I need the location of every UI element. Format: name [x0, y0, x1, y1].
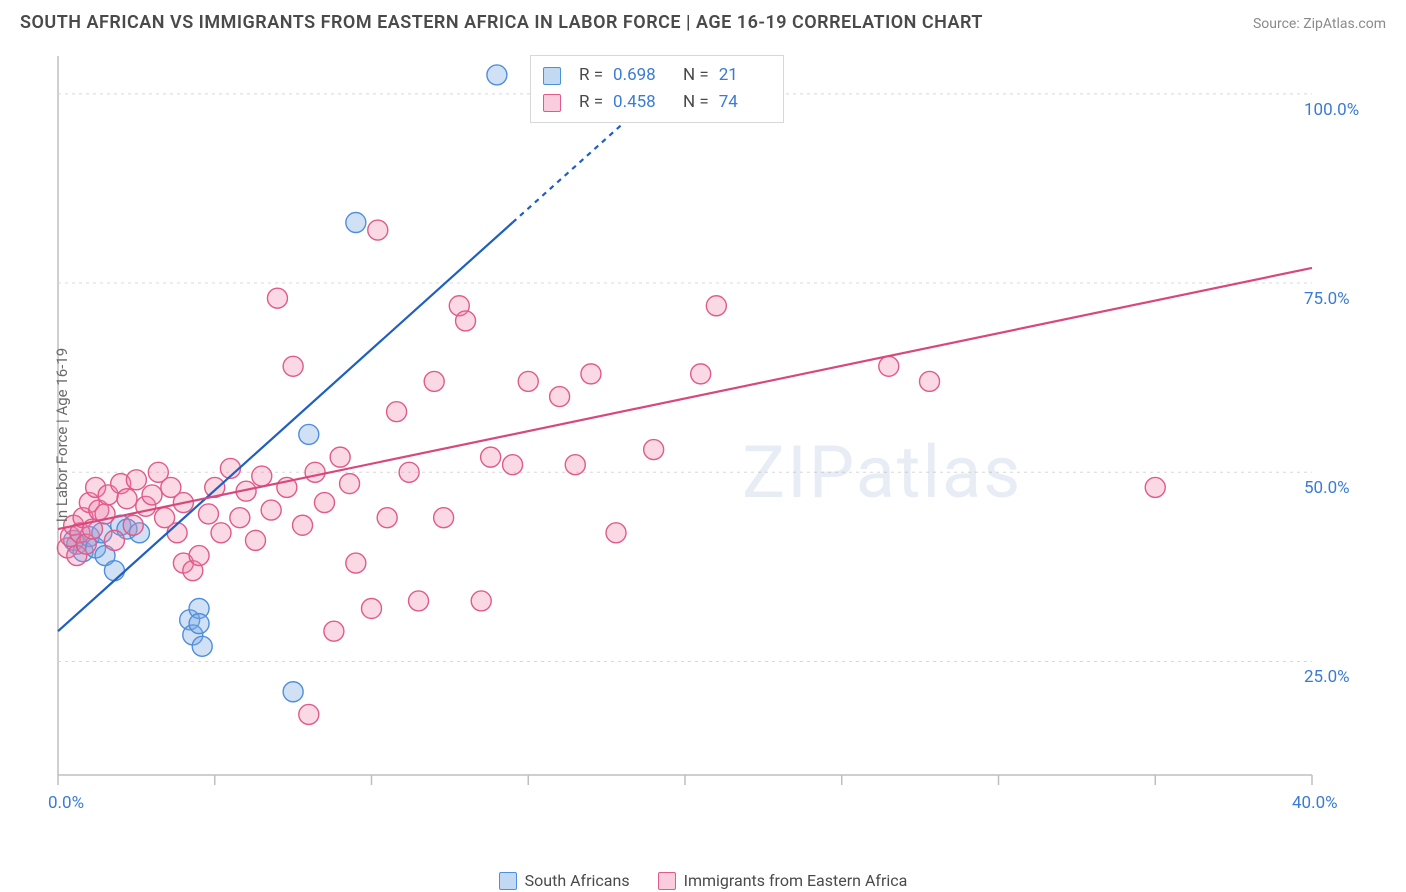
- source-credit: Source: ZipAtlas.com: [1253, 16, 1386, 32]
- x-axis-min-label: 0.0%: [48, 793, 84, 813]
- chart-title: SOUTH AFRICAN VS IMMIGRANTS FROM EASTERN…: [20, 12, 983, 33]
- n-value-eastern-africa: 74: [719, 89, 771, 116]
- legend-item-eastern-africa: Immigrants from Eastern Africa: [658, 871, 908, 890]
- stats-row-eastern-africa: R = 0.458 N = 74: [543, 89, 771, 116]
- scatter-plot-svg: [52, 50, 1382, 820]
- y-axis-tick-label: 50.0%: [1304, 478, 1350, 498]
- chart-plot-area: In Labor Force | Age 16-19 ZIPatlas: [52, 50, 1382, 820]
- swatch-eastern-africa-icon: [658, 872, 676, 890]
- r-value-eastern-africa: 0.458: [613, 89, 665, 116]
- r-label: R =: [579, 62, 603, 89]
- x-axis-max-label: 40.0%: [1292, 793, 1338, 813]
- r-label: R =: [579, 89, 603, 116]
- y-axis-tick-label: 100.0%: [1304, 100, 1359, 120]
- series-legend: South Africans Immigrants from Eastern A…: [0, 871, 1406, 890]
- swatch-south-africans-icon: [499, 872, 517, 890]
- swatch-eastern-africa-icon: [543, 94, 561, 112]
- legend-item-south-africans: South Africans: [499, 871, 630, 890]
- n-value-south-africans: 21: [719, 62, 771, 89]
- swatch-south-africans-icon: [543, 67, 561, 85]
- legend-label-eastern-africa: Immigrants from Eastern Africa: [684, 871, 908, 890]
- legend-label-south-africans: South Africans: [525, 871, 630, 890]
- correlation-stats-box: R = 0.698 N = 21 R = 0.458 N = 74: [530, 55, 784, 123]
- y-axis-tick-label: 25.0%: [1304, 667, 1350, 687]
- y-axis-label: In Labor Force | Age 16-19: [53, 348, 71, 522]
- n-label: N =: [683, 89, 709, 116]
- r-value-south-africans: 0.698: [613, 62, 665, 89]
- n-label: N =: [683, 62, 709, 89]
- y-axis-tick-label: 75.0%: [1304, 289, 1350, 309]
- stats-row-south-africans: R = 0.698 N = 21: [543, 62, 771, 89]
